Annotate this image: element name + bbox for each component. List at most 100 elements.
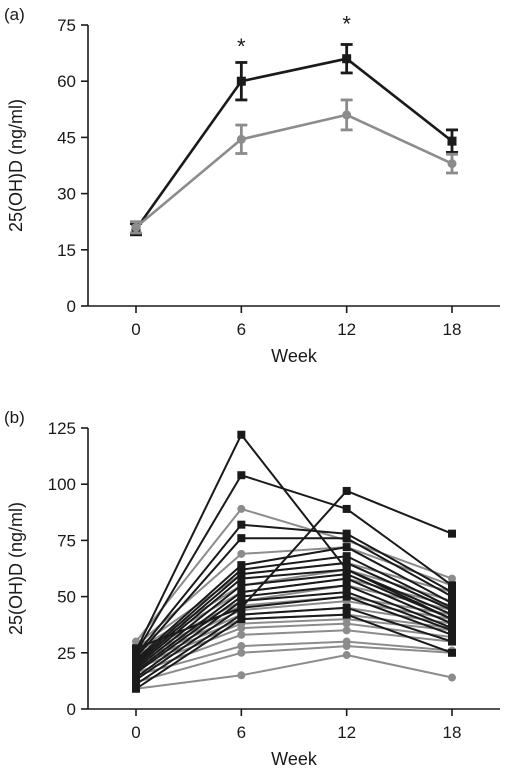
y-tick-label: 0: [67, 700, 76, 719]
series-line: [135, 537, 453, 658]
data-point: [236, 76, 246, 86]
data-point: [237, 597, 246, 606]
data-point: [237, 603, 246, 612]
data-point: [132, 673, 140, 682]
data-point: [342, 54, 352, 64]
x-tick-label: 0: [131, 723, 140, 742]
data-point: [342, 603, 351, 612]
data-point: [236, 134, 246, 144]
x-tick-label: 6: [237, 723, 246, 742]
x-tick-label: 18: [443, 320, 462, 339]
panel-a: (a) 0 15 30 45 60 75 0 6 12 18 Week 25(OH)D (ng/ml) *…: [4, 5, 500, 366]
data-point: [342, 574, 351, 583]
series-line: [135, 546, 453, 661]
data-point: [448, 610, 456, 619]
data-point: [342, 552, 351, 561]
data-point: [237, 561, 246, 570]
data-point: [237, 471, 246, 480]
panel-label: (a): [4, 5, 25, 24]
series-line: [134, 57, 453, 230]
data-point: [132, 644, 140, 653]
data-point: [342, 534, 351, 543]
y-tick-label: 75: [57, 16, 76, 35]
data-point: [342, 637, 351, 646]
data-point: [342, 570, 351, 579]
data-point: [447, 159, 457, 169]
data-point: [237, 648, 246, 657]
data-point: [237, 574, 246, 583]
series-line: [135, 577, 453, 672]
data-point: [132, 637, 140, 646]
data-point: [131, 222, 141, 232]
data-point: [448, 599, 456, 608]
data-point: [237, 630, 246, 639]
series-line: [135, 640, 453, 677]
y-tick-label: 25: [57, 644, 76, 663]
data-point: [237, 504, 246, 513]
data-point: [237, 610, 246, 619]
data-point: [342, 529, 351, 538]
data-point: [448, 630, 456, 639]
y-tick-label: 100: [48, 475, 76, 494]
data-point: [237, 565, 246, 574]
data-point: [237, 592, 246, 601]
y-axis-title: 25(OH)D (ng/ml): [6, 502, 26, 635]
series-line: [135, 591, 453, 679]
significance-marker: *: [342, 12, 351, 37]
series-line: [135, 573, 453, 670]
series-line: [135, 584, 453, 674]
data-point: [237, 570, 246, 579]
series-line: [135, 555, 453, 663]
data-point: [237, 615, 246, 624]
x-tick-label: 6: [237, 320, 246, 339]
y-tick-label: 75: [57, 531, 76, 550]
data-point: [237, 520, 246, 529]
data-point: [237, 642, 246, 651]
data-point: [342, 581, 351, 590]
y-tick-label: 45: [57, 128, 76, 147]
data-point: [237, 549, 246, 558]
series-line: [135, 474, 453, 654]
data-point: [448, 603, 456, 612]
series-line: [135, 645, 453, 683]
data-point: [342, 651, 351, 660]
data-point: [448, 619, 456, 628]
data-point: [342, 626, 351, 635]
data-point: [342, 592, 351, 601]
series-line: [135, 489, 453, 650]
data-point: [448, 637, 456, 646]
data-point: [342, 610, 351, 619]
series-line: [135, 654, 453, 690]
series-line: [135, 507, 453, 643]
y-tick-label: 30: [57, 185, 76, 204]
data-point: [448, 624, 456, 633]
data-point: [342, 504, 351, 513]
data-point: [342, 588, 351, 597]
y-tick-label: 0: [67, 297, 76, 316]
data-point: [237, 671, 246, 680]
data-point: [342, 543, 351, 552]
data-point: [342, 558, 351, 567]
series-line: [135, 523, 453, 656]
data-point: [237, 581, 246, 590]
data-point: [448, 592, 456, 601]
series-line: [135, 606, 453, 686]
x-tick-label: 12: [337, 320, 356, 339]
panel-b: (b) 0 25 50 75 100 125 0 6 12 18 Week 25(OH)D (ng/ml…: [4, 408, 500, 769]
series-line: [135, 113, 453, 229]
data-point: [448, 574, 456, 583]
data-point: [448, 648, 456, 657]
y-tick-label: 50: [57, 588, 76, 607]
data-point: [342, 565, 351, 574]
data-point: [132, 684, 140, 693]
data-point: [237, 534, 246, 543]
significance-marker: *: [237, 34, 246, 59]
data-point: [447, 136, 457, 146]
x-tick-label: 18: [443, 723, 462, 742]
panel-label: (b): [4, 408, 25, 427]
y-axis-title: 25(OH)D (ng/ml): [6, 99, 26, 232]
y-tick-label: 15: [57, 241, 76, 260]
data-point: [448, 588, 456, 597]
series-line: [135, 568, 453, 668]
